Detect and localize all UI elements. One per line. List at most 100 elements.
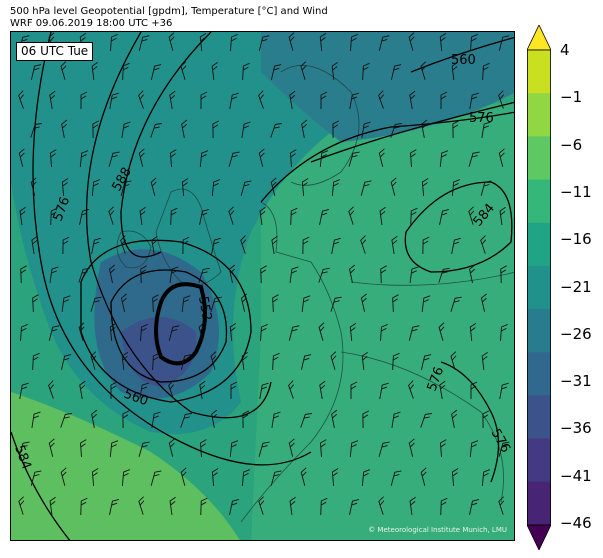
wind-barb <box>61 119 68 138</box>
wind-barb <box>258 496 265 515</box>
wind-barb <box>378 441 390 457</box>
wind-barb <box>80 497 88 516</box>
wind-barb <box>170 207 178 226</box>
wind-barb <box>258 148 265 167</box>
wind-barb <box>32 352 40 371</box>
wind-barb <box>302 236 310 255</box>
map-header: 500 hPa level Geopotential [gpdm], Tempe… <box>10 6 328 30</box>
wind-barb <box>91 61 98 81</box>
wind-barb <box>198 267 210 283</box>
wind-barb <box>409 496 416 515</box>
temp-field-southwest <box>11 392 240 540</box>
wind-barb <box>451 409 458 428</box>
wind-barb <box>122 410 130 429</box>
wind-barb <box>290 207 298 226</box>
wind-barb <box>270 64 282 80</box>
wind-barb <box>150 123 162 138</box>
low-center-contour <box>154 282 207 366</box>
wind-barb <box>499 206 506 225</box>
wind-barb <box>228 206 235 225</box>
wind-barb <box>288 32 295 51</box>
wind-barb <box>289 90 296 109</box>
wind-barb <box>140 324 148 342</box>
wind-barb <box>439 380 446 399</box>
colorbar-bin <box>527 481 551 526</box>
wind-barb <box>469 499 480 515</box>
wind-barb <box>410 149 417 168</box>
wind-barb <box>498 35 510 51</box>
wind-barb <box>318 322 325 341</box>
wind-barb <box>420 61 427 80</box>
wind-barb <box>30 470 42 486</box>
wind-barb <box>121 121 131 138</box>
wind-barb <box>469 323 477 342</box>
colorbar-bins <box>527 25 551 550</box>
wind-barb <box>210 296 222 312</box>
wind-barb <box>50 207 58 226</box>
wind-barb <box>422 236 430 255</box>
wind-barb <box>451 61 458 81</box>
wind-barb <box>80 91 88 109</box>
wind-barb <box>390 177 397 196</box>
wind-barb <box>289 496 296 515</box>
wind-barb <box>48 438 55 457</box>
wind-barb <box>500 324 508 342</box>
wind-barb <box>379 382 389 399</box>
wind-barb <box>421 178 429 197</box>
wind-barb <box>270 470 282 486</box>
wind-barb <box>361 351 368 371</box>
wind-barb <box>481 351 488 371</box>
wind-barb <box>150 177 157 196</box>
wind-barb <box>60 413 72 428</box>
wind-barb <box>79 150 89 168</box>
wind-barb <box>91 179 101 197</box>
wind-barb <box>109 323 117 342</box>
wind-barb <box>272 352 280 371</box>
wind-barb <box>320 91 328 109</box>
wind-barb <box>61 178 69 197</box>
wind-barb <box>259 206 266 225</box>
wind-barb <box>169 496 176 515</box>
wind-barb <box>211 409 218 428</box>
wind-barb <box>120 293 127 312</box>
colorbar-tick-label: −16 <box>560 230 592 249</box>
wind-barb <box>168 325 180 341</box>
wind-barb <box>91 237 101 254</box>
wind-barb <box>168 438 175 457</box>
wind-barb <box>349 92 359 109</box>
wind-barb <box>92 120 100 139</box>
wind-barb <box>391 235 398 254</box>
wind-barb <box>152 294 159 313</box>
wind-barb <box>272 294 279 313</box>
wind-barb <box>319 380 326 399</box>
wind-barb <box>330 351 337 370</box>
wind-barb <box>408 325 420 341</box>
wind-barb <box>211 61 218 81</box>
wind-barb <box>362 62 370 81</box>
wind-barb <box>439 150 449 168</box>
wind-barb <box>240 235 247 254</box>
colorbar-bin <box>527 309 551 353</box>
wind-barb <box>200 439 207 458</box>
colorbar-bin <box>527 50 551 94</box>
wind-barb <box>258 35 270 51</box>
wind-barb <box>199 209 210 225</box>
wind-barb <box>450 296 462 312</box>
wind-barb <box>182 236 190 255</box>
wind-barb <box>200 91 208 109</box>
wind-barb <box>19 382 29 399</box>
wind-barb <box>241 351 248 371</box>
map-canvas: 560 576 588 576 552 560 584 584 576 576 <box>11 32 514 540</box>
header-subtitle: WRF 09.06.2019 18:00 UTC +36 <box>10 18 173 29</box>
colorbar <box>527 25 551 550</box>
wind-barb <box>212 120 220 139</box>
wind-barb <box>120 180 132 196</box>
wind-barb <box>150 64 162 80</box>
wind-barb <box>410 207 418 226</box>
wind-barb <box>482 410 490 429</box>
wind-barb <box>48 325 60 341</box>
wind-barb <box>211 468 219 487</box>
wind-barb <box>122 62 130 81</box>
wind-barb <box>409 266 419 283</box>
wind-barb <box>362 410 370 429</box>
